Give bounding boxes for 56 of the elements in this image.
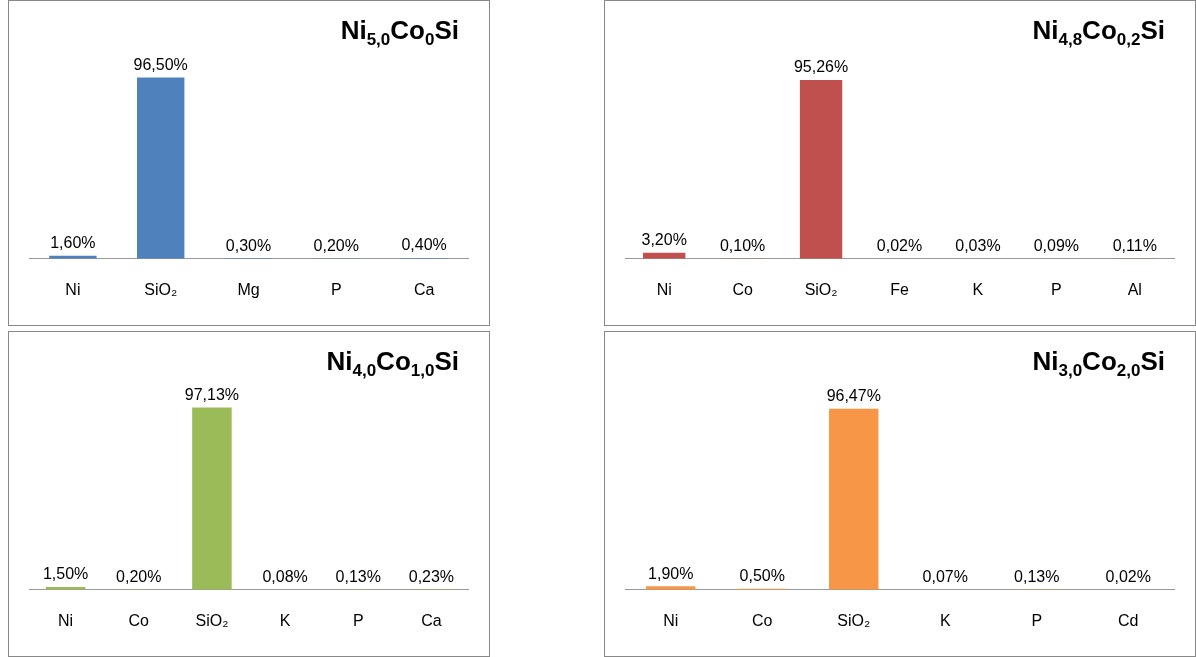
x-tick-label: SiO₂: [144, 280, 178, 298]
data-label: 0,13%: [335, 567, 381, 585]
data-label: 0,02%: [876, 237, 923, 255]
x-tick-label: Ni: [65, 280, 81, 298]
x-tick-label: SiO₂: [837, 611, 871, 629]
data-label: 0,08%: [262, 568, 308, 586]
x-tick-label: Ca: [413, 280, 435, 298]
x-tick-label: SiO₂: [195, 611, 229, 629]
x-tick-label: Co: [752, 611, 773, 629]
x-tick-label: Cd: [1118, 611, 1139, 629]
bar: [136, 77, 185, 259]
data-label: 97,13%: [184, 385, 240, 403]
bar: [192, 407, 232, 590]
x-tick-label: Al: [1127, 280, 1142, 298]
x-tick-label: Ca: [421, 611, 442, 629]
x-tick-label: Co: [128, 611, 150, 629]
data-label: 96,50%: [133, 55, 188, 73]
data-label: 95,26%: [793, 58, 849, 76]
data-label: 0,10%: [719, 237, 766, 255]
chart-title: Ni$_{4,0}$Co$_{1,0}$Si: [326, 346, 459, 382]
data-label: 0,11%: [1112, 237, 1157, 254]
chart-title: Ni$_{4,8}$Co$_{0,2}$Si: [1032, 15, 1165, 51]
x-tick-label: Ni: [663, 611, 679, 629]
data-label: 3,20%: [641, 231, 687, 249]
x-tick-label: K: [279, 611, 291, 629]
x-tick-label: Ni: [58, 611, 74, 629]
data-label: 1,90%: [648, 564, 694, 582]
data-label: 0,40%: [401, 236, 447, 254]
x-tick-label: Ni: [656, 280, 672, 298]
data-label: 0,20%: [313, 236, 359, 254]
data-label: 0,07%: [922, 568, 968, 586]
x-tick-label: SiO₂: [804, 280, 838, 298]
data-label: 0,02%: [1105, 568, 1151, 586]
data-label: 0,50%: [739, 567, 785, 585]
data-label: 1,60%: [50, 234, 96, 252]
data-label: 0,03%: [955, 237, 1001, 255]
data-label: 96,47%: [826, 387, 881, 405]
x-tick-label: K: [939, 611, 951, 629]
bar: [829, 408, 879, 590]
x-tick-label: P: [352, 611, 364, 629]
x-tick-label: P: [330, 280, 342, 298]
chart-title: Ni$_{5,0}$Co$_{0}$Si: [340, 15, 459, 51]
data-label: 0,30%: [225, 236, 272, 254]
data-label: 0,09%: [1033, 237, 1080, 255]
bar: [799, 79, 843, 259]
x-tick-label: Fe: [890, 280, 909, 298]
x-tick-label: P: [1051, 280, 1062, 298]
data-label: 0,13%: [1014, 567, 1060, 585]
data-label: 1,50%: [42, 565, 89, 583]
chart-title: Ni$_{3,0}$Co$_{2,0}$Si: [1032, 346, 1165, 382]
x-tick-label: Mg: [237, 280, 260, 298]
x-tick-label: Co: [732, 280, 753, 298]
x-tick-label: K: [972, 280, 984, 298]
data-label: 0,20%: [116, 567, 162, 585]
x-tick-label: P: [1031, 611, 1043, 629]
data-label: 0,23%: [408, 567, 455, 585]
